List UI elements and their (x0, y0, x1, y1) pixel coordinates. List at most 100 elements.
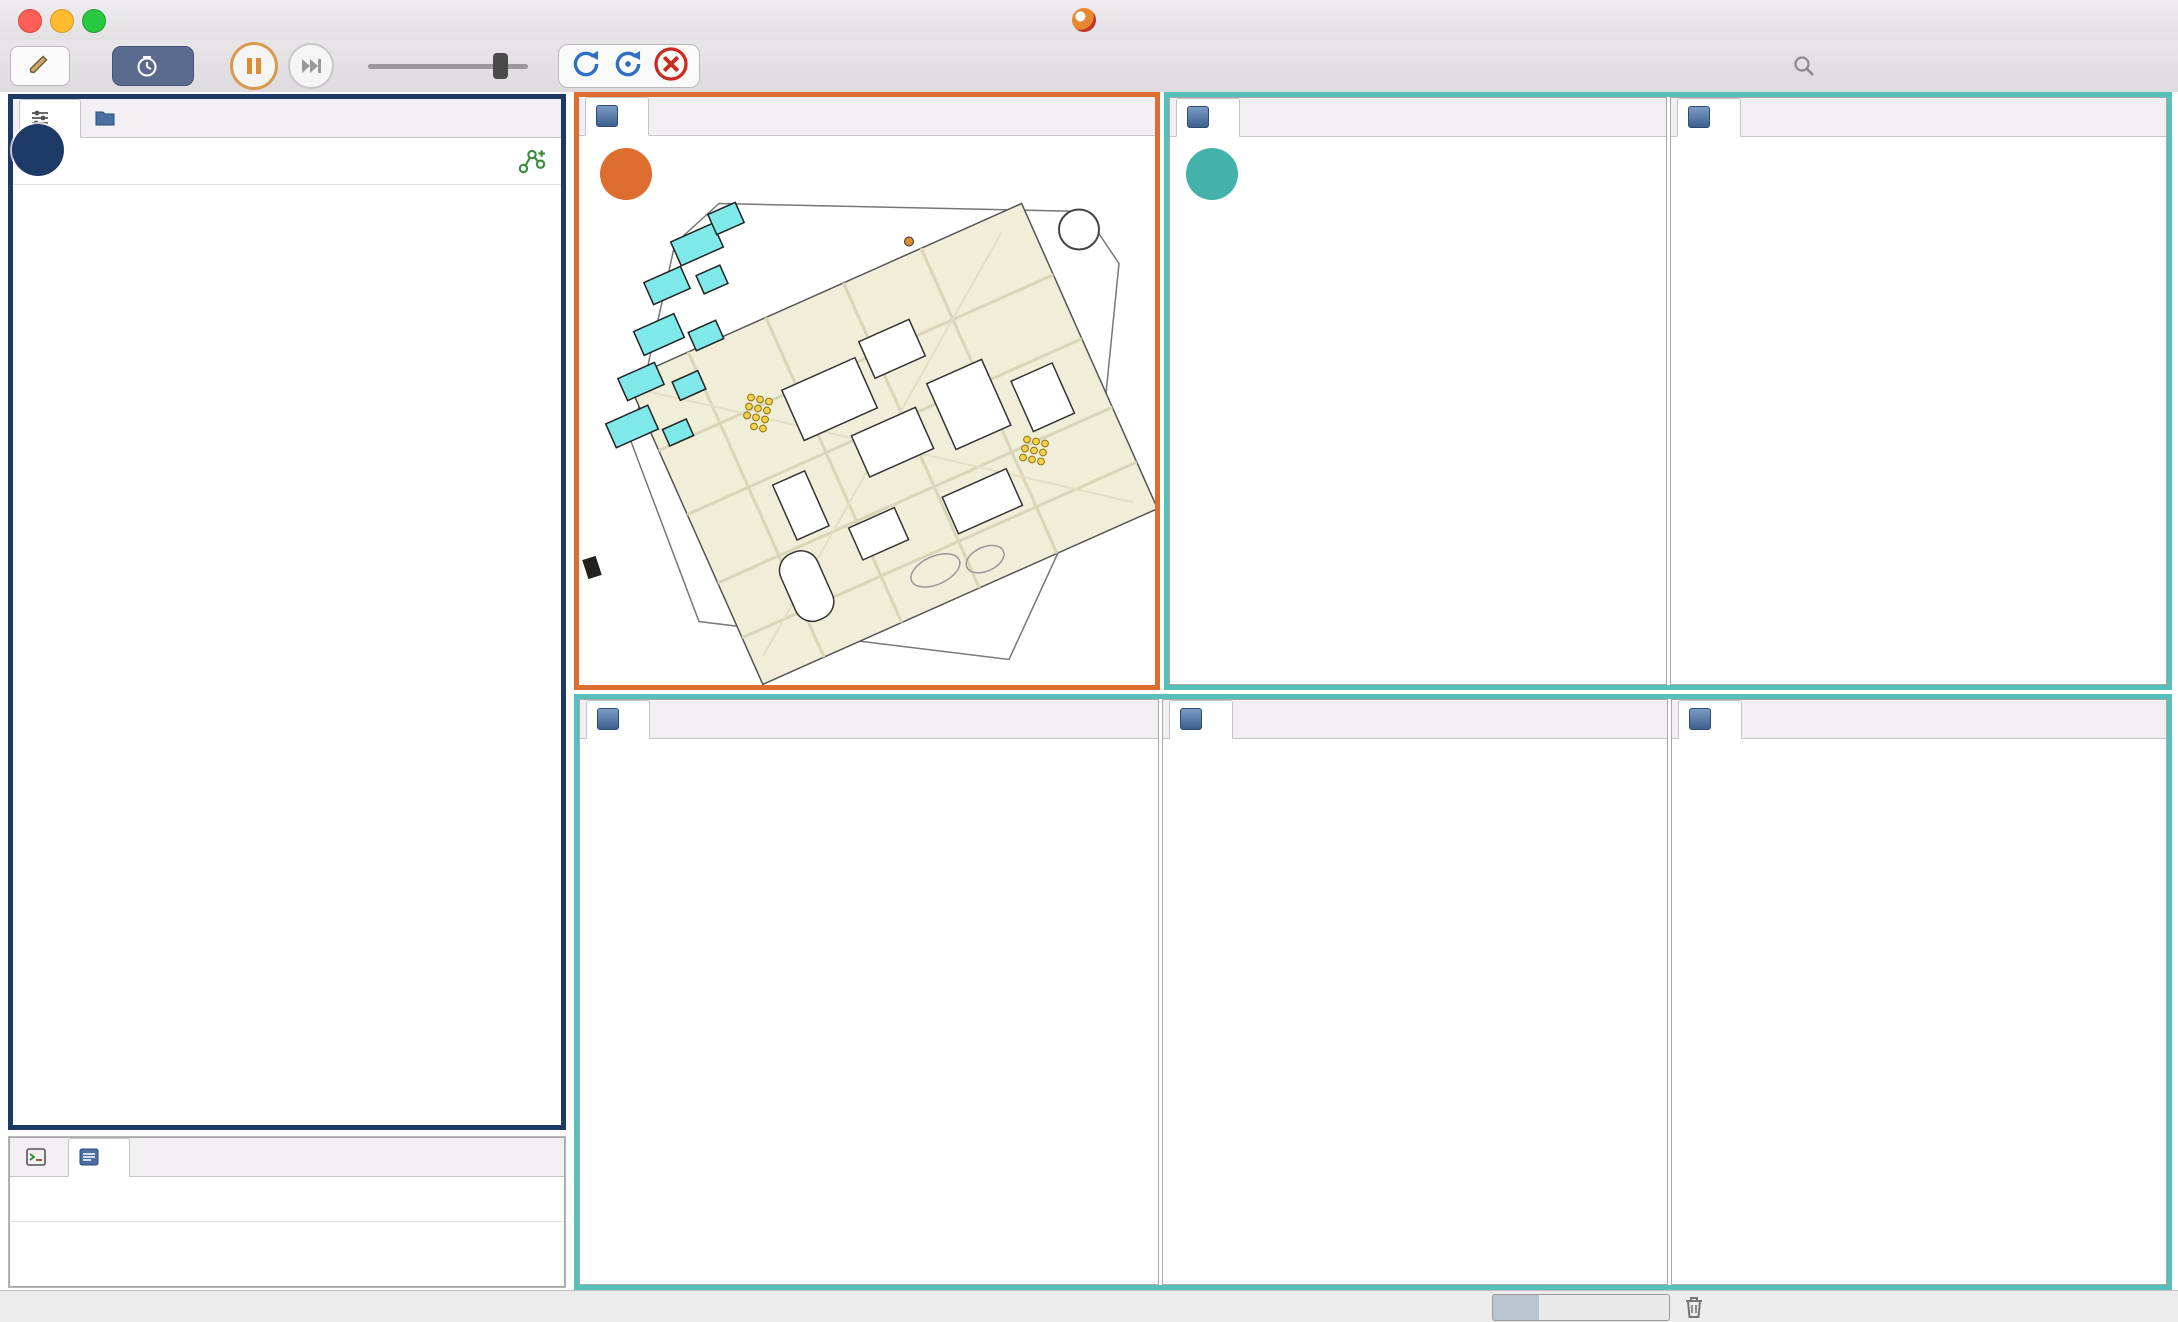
tab-models[interactable] (85, 100, 133, 137)
close-window-button[interactable] (18, 9, 42, 33)
add-monitor-button[interactable] (517, 147, 547, 175)
chart-legend (1163, 1274, 1667, 1284)
workspace (0, 92, 2178, 1290)
sync-experiment-button[interactable] (569, 47, 603, 86)
tab-revenue-profit[interactable] (1676, 97, 1741, 137)
search-icon (1794, 56, 1814, 76)
sync-icon (573, 50, 599, 76)
parameters-list (13, 185, 561, 1125)
chart-xlabel (1163, 1244, 1667, 1274)
chart-legend (1672, 1274, 2166, 1284)
close-experiment-icon (654, 46, 688, 81)
memory-indicator (1492, 1294, 1670, 1321)
window-titlebar (0, 0, 2178, 41)
map-canvas (582, 201, 1155, 685)
parameters-panel (13, 98, 561, 1125)
step-simulation-button[interactable] (288, 43, 334, 89)
tab-monthly-energy-consumption[interactable] (1169, 699, 1233, 739)
tab-console[interactable] (68, 1137, 130, 1177)
pencil-icon (29, 55, 48, 74)
chart-title (1672, 791, 2166, 823)
status-bar (0, 1290, 2178, 1322)
chart-tab-icon (1689, 708, 1711, 730)
campus-map[interactable] (579, 188, 1155, 685)
console-icon (79, 1148, 99, 1166)
chart-tab-icon (1180, 708, 1202, 730)
chart-tab-icon (1187, 106, 1209, 128)
chart-xlabel (580, 1244, 1158, 1274)
chart-legend (1170, 674, 1666, 684)
chart-xlabel (1671, 644, 2167, 674)
chart-title (580, 791, 1158, 823)
chart-toolbar (580, 739, 1158, 791)
pause-icon (247, 58, 261, 74)
revenue-profit-chart[interactable] (1671, 221, 2167, 644)
chart-title (1671, 189, 2167, 221)
console-toolbar (10, 1177, 564, 1222)
folder-icon (95, 111, 115, 126)
chart-toolbar (1671, 137, 2167, 189)
edit-model-button[interactable] (10, 46, 70, 86)
chart-xlabel (1170, 644, 1666, 674)
interactive-console-icon (26, 1148, 46, 1166)
charts-bottom-frame (574, 694, 2172, 1290)
daily-ev-panel (579, 699, 1159, 1285)
chart-tab-icon (1687, 106, 1710, 128)
step-icon (302, 59, 321, 73)
close-experiment-button[interactable] (653, 46, 689, 87)
chart-toolbar (1672, 739, 2166, 791)
monthly-energy-panel (1162, 699, 1668, 1285)
parameters-tabbar (13, 98, 561, 138)
vinuni-display-panel (579, 96, 1155, 685)
trash-icon[interactable] (1682, 1294, 1706, 1320)
display-frame (574, 92, 1160, 690)
simulation-status-pill (112, 46, 194, 86)
daily-ev-chart[interactable] (580, 823, 1158, 1244)
parameters-toolbar (13, 138, 561, 185)
speed-slider[interactable] (368, 45, 528, 87)
display-toolbar (579, 136, 1155, 188)
gaml-reference-search (1792, 52, 2162, 80)
slider-thumb[interactable] (492, 53, 508, 79)
sync-button-group (558, 44, 700, 88)
main-toolbar (0, 40, 2178, 93)
display-tab-icon (596, 105, 618, 127)
display-tabbar (579, 96, 1155, 136)
console-frame (8, 1136, 566, 1288)
tab-avg-daily-charged-evs[interactable] (586, 699, 650, 739)
parameters-frame (8, 94, 566, 1130)
chart-title (1163, 791, 1667, 823)
tab-payback[interactable] (1176, 97, 1240, 137)
tab-interactive-console[interactable] (16, 1139, 64, 1176)
monthly-energy-chart[interactable] (1163, 823, 1667, 1244)
reload-experiment-button[interactable] (611, 47, 645, 86)
clock-icon (137, 56, 157, 77)
zoom-window-button[interactable] (82, 9, 106, 33)
region-badge-parameters (12, 124, 64, 176)
chart-legend (580, 1274, 1158, 1284)
console-output (10, 1222, 564, 1286)
chart-xlabel (1672, 1244, 2166, 1274)
ratio-renewable-chart[interactable] (1672, 823, 2166, 1244)
chart-title (1170, 189, 1666, 221)
revenue-profit-panel (1669, 97, 2167, 685)
charts-top-frame (1164, 92, 2172, 690)
region-badge-display (600, 148, 652, 200)
payback-panel (1169, 97, 1667, 685)
chart-legend (1671, 674, 2167, 684)
pause-simulation-button[interactable] (230, 42, 278, 90)
tab-vinuni-display[interactable] (585, 96, 649, 136)
console-panel (9, 1137, 565, 1287)
tab-ratio-renewable-energy[interactable] (1678, 699, 1742, 739)
search-input[interactable] (1824, 52, 2162, 80)
ratio-renewable-panel (1671, 699, 2167, 1285)
chart-toolbar (1163, 739, 1667, 791)
minimize-window-button[interactable] (50, 9, 74, 33)
chart-tab-icon (597, 708, 619, 730)
reload-icon (615, 50, 641, 76)
console-tabbar (10, 1137, 564, 1177)
gama-logo-icon (1072, 8, 1096, 32)
region-badge-charts (1186, 148, 1238, 200)
payback-chart[interactable] (1170, 221, 1666, 644)
